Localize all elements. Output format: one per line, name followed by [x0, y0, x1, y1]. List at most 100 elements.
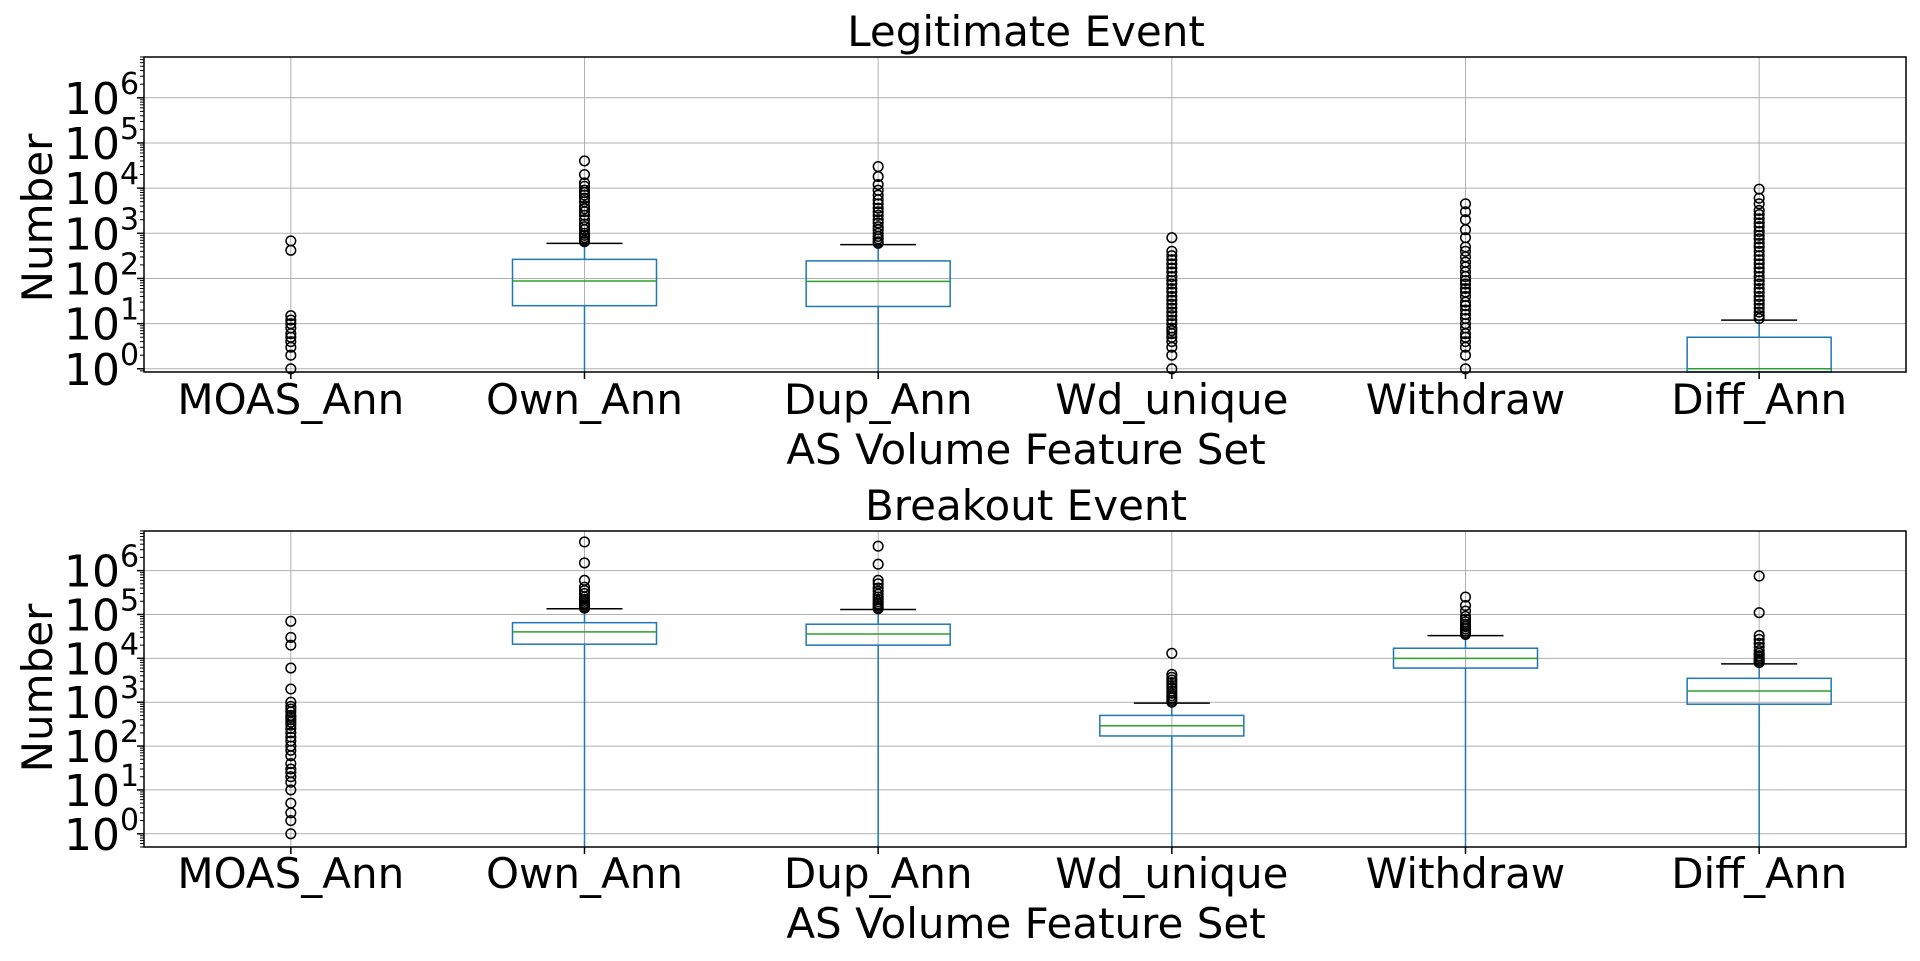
- outlier-point: [1753, 274, 1765, 287]
- outlier-point: [1753, 286, 1765, 298]
- outlier-point: [1459, 206, 1472, 218]
- y-tick-label: 101: [64, 293, 139, 351]
- outlier-point: [1166, 290, 1178, 302]
- x-tick-label: Dup_Ann: [784, 849, 973, 898]
- outlier-point: [578, 192, 591, 204]
- outlier-point: [1459, 363, 1472, 375]
- outlier-point: [285, 771, 297, 783]
- x-tick-label: Withdraw: [1366, 849, 1565, 898]
- outlier-point: [872, 184, 884, 196]
- outlier-point: [872, 582, 884, 594]
- outlier-point: [1753, 266, 1765, 278]
- outlier-point: [1166, 262, 1178, 274]
- outlier-point: [1459, 282, 1472, 295]
- outlier-point: [578, 200, 591, 212]
- outlier-point: [285, 662, 297, 674]
- outlier-point: [1459, 290, 1472, 302]
- outlier-point: [1166, 254, 1178, 266]
- outlier-point: [1166, 679, 1178, 692]
- outlier-point: [285, 735, 297, 747]
- box-iqr: [511, 621, 658, 645]
- outlier-point: [872, 540, 884, 552]
- outlier-point: [872, 206, 884, 218]
- box-Withdraw: [1459, 198, 1472, 375]
- outlier-point: [1459, 274, 1472, 287]
- outlier-point: [285, 815, 297, 827]
- outlier-point: [285, 314, 297, 326]
- outlier-point: [1166, 232, 1178, 244]
- outlier-point: [872, 179, 884, 191]
- outlier-point: [578, 177, 591, 189]
- outlier-point: [872, 588, 884, 600]
- outlier-point: [1753, 245, 1765, 257]
- outlier-point: [1459, 232, 1472, 244]
- y-axis-label: Number: [13, 133, 62, 302]
- outlier-point: [285, 828, 297, 840]
- outlier-point: [1753, 217, 1765, 229]
- outlier-point: [578, 168, 591, 181]
- outlier-point: [872, 214, 884, 226]
- outlier-point: [285, 797, 297, 809]
- x-tick-label: Diff_Ann: [1671, 849, 1847, 898]
- outlier-point: [1753, 637, 1765, 649]
- outlier-point: [1459, 599, 1472, 612]
- panel-title: Legitimate Event: [847, 7, 1205, 56]
- outlier-point: [1166, 274, 1178, 287]
- outlier-point: [1459, 286, 1472, 298]
- outlier-point: [1753, 298, 1765, 310]
- x-tick-label: Withdraw: [1366, 375, 1565, 424]
- outlier-point: [1459, 214, 1472, 226]
- outlier-point: [1459, 605, 1472, 617]
- outlier-point: [872, 209, 884, 221]
- boxes: [285, 155, 1832, 375]
- box-MOAS_Ann: [285, 235, 297, 375]
- outlier-point: [1166, 282, 1178, 295]
- outlier-point: [1753, 310, 1765, 322]
- outlier-point: [872, 227, 884, 239]
- outlier-point: [285, 349, 297, 361]
- x-tick-label: Wd_unique: [1055, 375, 1288, 424]
- outlier-point: [872, 198, 884, 210]
- box-Diff_Ann: [1686, 570, 1832, 847]
- x-tick-label: Wd_unique: [1055, 849, 1288, 898]
- outlier-point: [1753, 570, 1765, 582]
- outlier-point: [1753, 229, 1765, 241]
- outlier-point: [1166, 286, 1178, 298]
- x-tick-label: Diff_Ann: [1671, 375, 1847, 424]
- outlier-point: [1166, 250, 1178, 262]
- outlier-point: [1166, 314, 1178, 326]
- outlier-point: [872, 221, 884, 233]
- outlier-point: [1459, 245, 1472, 257]
- outlier-point: [578, 574, 591, 586]
- box-Own_Ann: [511, 536, 658, 847]
- outlier-point: [872, 217, 884, 229]
- panel-breakout: Breakout Event Number AS Volume Feature …: [13, 481, 1907, 948]
- outlier-point: [1166, 336, 1178, 348]
- outlier-point: [1166, 668, 1178, 680]
- outlier-point: [1459, 610, 1472, 623]
- outlier-point: [1753, 198, 1765, 210]
- box-Wd_unique: [1166, 232, 1178, 375]
- outlier-point: [872, 578, 884, 590]
- outlier-point: [1753, 271, 1765, 283]
- outlier-point: [285, 631, 297, 643]
- grid: [144, 57, 1906, 372]
- outlier-point: [1753, 225, 1765, 237]
- outlier-point: [1753, 633, 1765, 645]
- box-Wd_unique: [1099, 647, 1245, 847]
- outlier-point: [872, 585, 884, 597]
- outlier-point: [285, 763, 297, 775]
- box-Diff_Ann: [1686, 183, 1832, 373]
- box-iqr: [805, 260, 951, 308]
- panel-title: Breakout Event: [865, 481, 1187, 530]
- outlier-point: [872, 161, 884, 173]
- box-Withdraw: [1392, 591, 1539, 847]
- box-Dup_Ann: [805, 161, 951, 372]
- outlier-point: [285, 615, 297, 627]
- box-Dup_Ann: [805, 540, 951, 847]
- x-axis-label: AS Volume Feature Set: [786, 899, 1265, 948]
- outlier-point: [1166, 647, 1178, 659]
- outlier-point: [1753, 641, 1765, 653]
- outlier-point: [1166, 294, 1178, 306]
